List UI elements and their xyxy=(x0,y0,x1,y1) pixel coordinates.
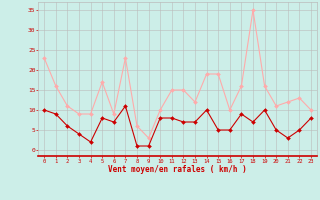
X-axis label: Vent moyen/en rafales ( km/h ): Vent moyen/en rafales ( km/h ) xyxy=(108,165,247,174)
